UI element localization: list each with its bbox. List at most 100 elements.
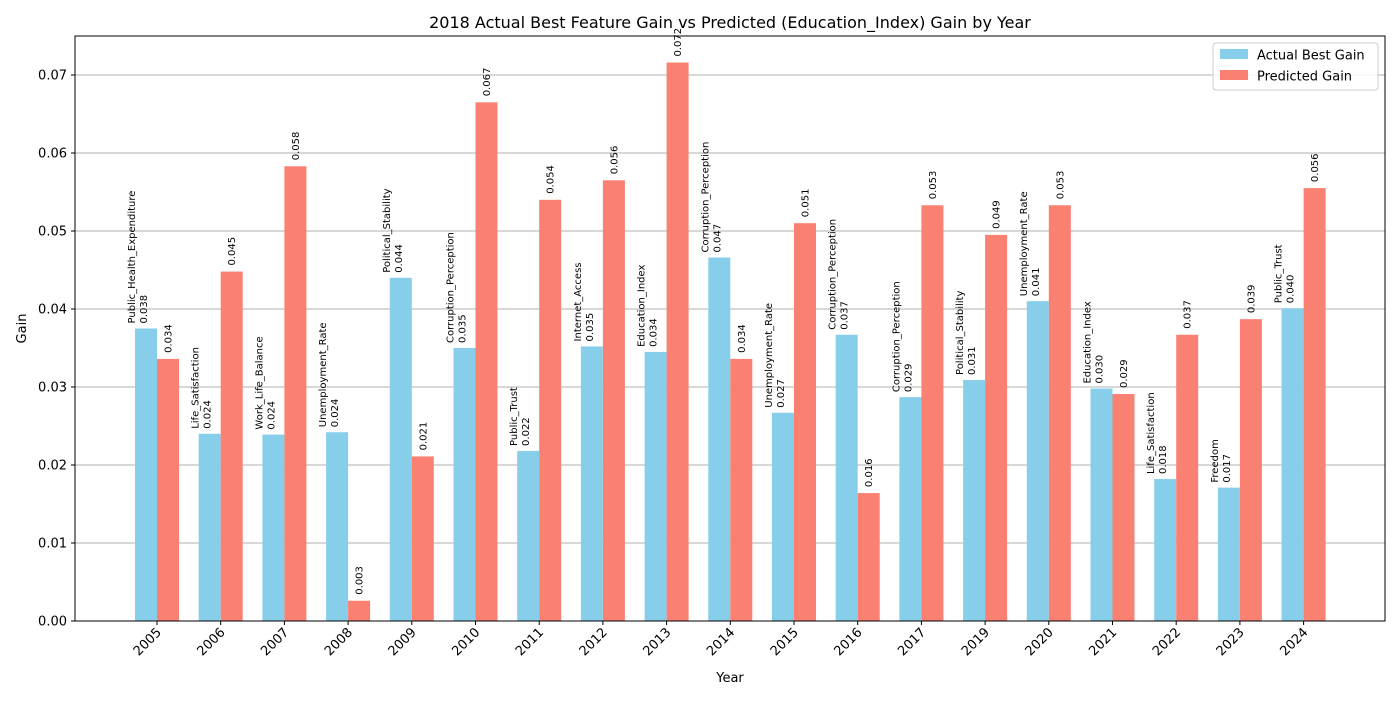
y-tick-label: 0.06 [38, 147, 67, 162]
feature-label: Public_Health_Expenditure [127, 191, 138, 324]
feature-label: Internet_Access [573, 262, 584, 341]
value-label: 0.040 [1286, 275, 1297, 304]
bar-predicted-gain [475, 102, 498, 622]
value-label: 0.024 [203, 400, 214, 429]
value-label: 0.047 [712, 224, 723, 253]
feature-label: Freedom [1210, 439, 1221, 482]
bar-annotation-actual: Education_Index0.030 [1083, 301, 1106, 383]
x-tick-label: 2017 [895, 625, 929, 659]
bar-actual-best-gain [262, 434, 285, 621]
value-label: 0.024 [266, 401, 277, 430]
x-tick-label: 2008 [322, 625, 356, 659]
x-tick-label: 2016 [832, 625, 866, 659]
value-label-predicted: 0.072 [673, 28, 684, 57]
value-label: 0.037 [840, 301, 851, 330]
value-label-predicted: 0.053 [928, 171, 939, 200]
feature-label: Education_Index [1083, 301, 1094, 383]
x-tick-label: 2020 [1023, 625, 1057, 659]
value-label-predicted: 0.016 [864, 458, 875, 487]
bar-annotation-actual: Unemployment_Rate0.027 [764, 303, 787, 408]
bar-annotation-actual: Public_Trust0.022 [509, 387, 532, 446]
x-tick-label: 2013 [640, 625, 674, 659]
bar-predicted-gain [1303, 188, 1326, 621]
bar-predicted-gain [730, 358, 753, 621]
x-axis-label: Year [715, 671, 744, 686]
value-label: 0.044 [394, 244, 405, 273]
bar-annotation-actual: Freedom0.017 [1210, 439, 1233, 482]
x-tick-label: 2023 [1214, 625, 1248, 659]
bar-predicted-gain [411, 456, 434, 621]
value-label-predicted: 0.049 [992, 200, 1003, 229]
feature-label: Corruption_Perception [700, 142, 711, 253]
bar-predicted-gain [985, 234, 1008, 621]
feature-label: Corruption_Perception [828, 219, 839, 330]
x-tick-label: 2010 [449, 625, 483, 659]
value-label-predicted: 0.058 [291, 132, 302, 161]
feature-label: Political_Stability [955, 291, 966, 375]
legend-swatch-actual-best-gain [1220, 49, 1248, 59]
y-tick-label: 0.05 [38, 225, 67, 240]
bar-predicted-gain [220, 271, 243, 621]
value-label-predicted: 0.051 [801, 189, 812, 218]
feature-label: Public_Trust [1274, 244, 1285, 303]
x-tick-label: 2007 [258, 625, 292, 659]
bar-annotation-actual: Public_Health_Expenditure0.038 [127, 191, 150, 324]
value-label: 0.030 [1095, 355, 1106, 384]
bar-annotation-actual: Political_Stability0.031 [955, 291, 978, 375]
value-label-predicted: 0.034 [737, 324, 748, 353]
y-axis-label: Gain [15, 314, 30, 344]
x-tick-label: 2022 [1150, 625, 1184, 659]
feature-label: Unemployment_Rate [1019, 191, 1030, 296]
feature-label: Corruption_Perception [446, 232, 457, 343]
bar-predicted-gain [666, 62, 689, 621]
bar-annotation-actual: Work_Life_Balance0.024 [254, 336, 277, 429]
value-label: 0.029 [903, 363, 914, 392]
bar-predicted-gain [348, 600, 371, 621]
bar-annotation-actual: Political_Stability0.044 [382, 188, 405, 272]
x-tick-label: 2021 [1086, 625, 1120, 659]
legend-label-actual-best-gain: Actual Best Gain [1257, 49, 1365, 64]
x-tick-label: 2015 [768, 625, 802, 659]
bar-annotation-actual: Education_Index0.034 [637, 265, 660, 347]
bar-actual-best-gain [644, 351, 667, 621]
y-tick-label: 0.01 [38, 537, 67, 552]
bar-actual-best-gain [326, 432, 349, 621]
bar-actual-best-gain [1090, 388, 1113, 621]
bar-labels-layer: Public_Health_Expenditure0.038 0.034 Life_… [127, 28, 1321, 595]
bar-annotation-actual: Corruption_Perception0.035 [446, 232, 469, 343]
y-tick-label: 0.03 [38, 381, 67, 396]
x-tick-label: 2014 [704, 625, 738, 659]
value-label-predicted: 0.045 [227, 237, 238, 266]
feature-label: Corruption_Perception [891, 281, 902, 392]
bar-actual-best-gain [963, 379, 986, 621]
bar-actual-best-gain [453, 348, 476, 621]
y-tick-label: 0.00 [38, 615, 67, 630]
x-tick-label: 2024 [1277, 625, 1311, 659]
x-tick-label: 2005 [131, 625, 165, 659]
chart-title: 2018 Actual Best Feature Gain vs Predict… [429, 13, 1031, 33]
value-label-predicted: 0.056 [609, 146, 620, 175]
x-tick-label: 2011 [513, 625, 547, 659]
feature-label: Work_Life_Balance [254, 336, 265, 429]
x-tick-label: 2009 [386, 625, 420, 659]
bar-actual-best-gain [198, 433, 221, 621]
bar-predicted-gain [1048, 205, 1071, 621]
bar-actual-best-gain [135, 328, 157, 621]
value-label: 0.035 [458, 314, 469, 343]
bar-actual-best-gain [1026, 301, 1049, 621]
value-label-predicted: 0.021 [418, 422, 429, 451]
value-label: 0.031 [967, 346, 978, 375]
bar-annotation-actual: Unemployment_Rate0.041 [1019, 191, 1042, 296]
value-label: 0.035 [585, 313, 596, 342]
bar-annotation-actual: Corruption_Perception0.047 [700, 142, 723, 253]
value-label: 0.022 [521, 417, 532, 446]
legend-box [1212, 42, 1379, 91]
bar-predicted-gain [1112, 394, 1135, 621]
bar-annotation-actual: Corruption_Perception0.029 [891, 281, 914, 392]
bar-annotation-actual: Unemployment_Rate0.024 [318, 322, 341, 427]
feature-label: Political_Stability [382, 188, 393, 272]
bar-predicted-gain [1176, 334, 1199, 621]
bar-actual-best-gain [389, 277, 412, 621]
bar-actual-best-gain [1217, 487, 1240, 621]
y-tick-label: 0.07 [38, 69, 67, 84]
